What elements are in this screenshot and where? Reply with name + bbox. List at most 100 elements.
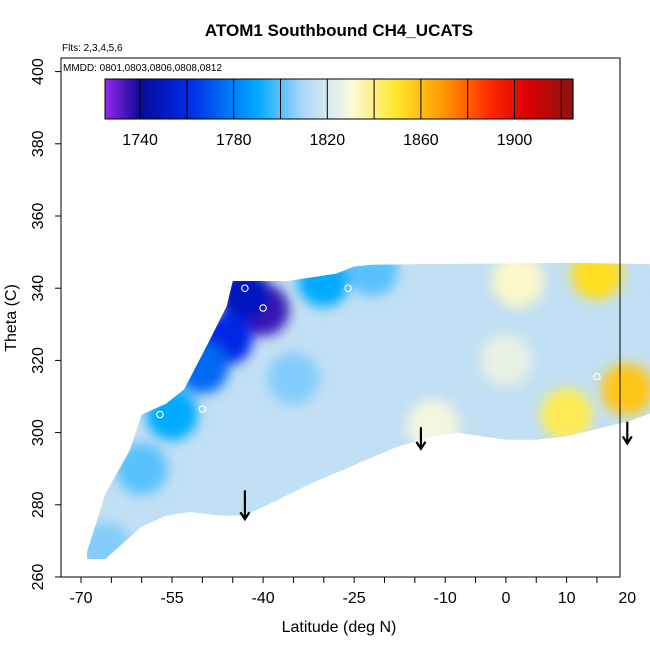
colorbar-segment xyxy=(487,79,492,119)
x-tick-label: 0 xyxy=(501,590,510,607)
colorbar-segment xyxy=(264,79,270,119)
x-tick-label: -70 xyxy=(69,590,92,607)
colorbar-segment xyxy=(479,79,484,119)
x-tick-label: 20 xyxy=(618,590,636,607)
data-point-marker xyxy=(593,372,601,381)
colorbar-segment xyxy=(374,79,379,119)
colorbar-segment xyxy=(105,79,110,119)
y-tick-label: 340 xyxy=(30,275,47,302)
colorbar-segment xyxy=(518,79,523,119)
colorbar-segment xyxy=(268,79,274,119)
colorbar-segment xyxy=(225,79,231,119)
colorbar-segment xyxy=(163,79,168,119)
colorbar-segment xyxy=(350,79,356,119)
field-cell xyxy=(479,334,532,387)
plot-frame xyxy=(60,57,621,578)
colorbar-segment xyxy=(495,79,500,119)
field-cell xyxy=(224,460,277,513)
colorbar-segment xyxy=(549,79,555,119)
colorbar-segment xyxy=(179,79,184,119)
colorbar-tick-label: 1860 xyxy=(403,132,439,149)
colorbar-segment xyxy=(506,79,512,119)
colorbar-segment xyxy=(300,79,305,119)
colorbar-segment xyxy=(436,79,441,119)
colorbar-segment xyxy=(257,79,262,119)
colorbar-segment xyxy=(132,79,137,119)
colorbar-segment xyxy=(456,79,461,119)
colorbar: 1740 1780 1820 1860 1900 xyxy=(104,78,574,149)
colorbar-segment xyxy=(276,79,282,119)
colorbar-segment xyxy=(108,79,114,119)
y-axis-label: Theta (C) xyxy=(3,284,20,352)
colorbar-segment xyxy=(471,79,477,119)
colorbar-segment xyxy=(241,79,246,119)
colorbar-segment xyxy=(167,79,172,119)
flights-annotation: Flts: 2,3,4,5,6 xyxy=(62,43,123,54)
colorbar-segment xyxy=(280,79,285,119)
field-cell xyxy=(407,399,460,452)
colorbar-segment xyxy=(370,79,375,119)
colorbar-segment xyxy=(144,79,149,119)
colorbar-segment xyxy=(198,79,204,119)
colorbar-segment xyxy=(284,79,289,119)
x-tick-label: -10 xyxy=(434,590,457,607)
x-axis: -70-55-40-25-1001020304050607080 xyxy=(69,577,636,607)
colorbar-segment xyxy=(545,79,551,119)
colorbar-segment xyxy=(534,79,539,119)
colorbar-segment xyxy=(393,79,399,119)
colorbar-segment xyxy=(569,79,574,119)
colorbar-segment xyxy=(541,79,547,119)
field-cell xyxy=(601,363,650,416)
colorbar-segment xyxy=(218,79,223,119)
colorbar-segment xyxy=(116,79,122,119)
colorbar-segment xyxy=(354,79,360,119)
colorbar-segment xyxy=(140,79,145,119)
colorbar-segment xyxy=(346,79,352,119)
colorbar-segment xyxy=(331,79,336,119)
colorbar-segment xyxy=(565,79,570,119)
down-arrow-head xyxy=(415,441,427,451)
colorbar-segment xyxy=(432,79,438,119)
x-axis-label: Latitude (deg N) xyxy=(282,619,397,636)
colorbar-segment xyxy=(381,79,387,119)
colorbar-segment xyxy=(307,79,313,119)
colorbar-segment xyxy=(424,79,430,119)
colorbar-segment xyxy=(206,79,211,119)
y-tick-label: 280 xyxy=(30,491,47,518)
field-cell xyxy=(146,388,199,441)
down-arrow xyxy=(239,490,251,522)
colorbar-segment xyxy=(229,79,235,119)
field-cell xyxy=(267,352,320,405)
colorbar-segment xyxy=(459,79,465,119)
colorbar-segment xyxy=(405,79,410,119)
colorbar-segment xyxy=(467,79,473,119)
colorbar-segment xyxy=(323,79,328,119)
colorbar-segment xyxy=(553,79,558,119)
colorbar-segment xyxy=(175,79,180,119)
colorbar-segment xyxy=(159,79,165,119)
colorbar-segment xyxy=(335,79,340,119)
colorbar-segment xyxy=(417,79,422,119)
field-cell xyxy=(540,388,593,441)
arrows xyxy=(239,421,633,522)
colorbar-segment xyxy=(237,79,243,119)
field-cell xyxy=(407,262,460,297)
colorbar-segment xyxy=(222,79,227,119)
colorbar-segment xyxy=(413,79,418,119)
colorbar-segment xyxy=(440,79,445,119)
colorbar-tick-label: 1740 xyxy=(122,132,158,149)
x-tick-label: -40 xyxy=(252,590,275,607)
colorbar-segment xyxy=(409,79,414,119)
colorbar-segment xyxy=(210,79,215,119)
colorbar-segment xyxy=(253,79,258,119)
colorbar-segment xyxy=(444,79,449,119)
y-axis: 260 280 300 320 340 360 380 400 xyxy=(30,58,61,590)
colorbar-segment xyxy=(186,79,192,119)
colorbar-frame xyxy=(104,78,574,120)
colorbar-segment xyxy=(261,79,266,119)
down-arrow xyxy=(415,427,427,451)
annotation-backdrop xyxy=(61,60,236,74)
colorbar-segment xyxy=(561,79,566,119)
colorbar-segment xyxy=(491,79,496,119)
